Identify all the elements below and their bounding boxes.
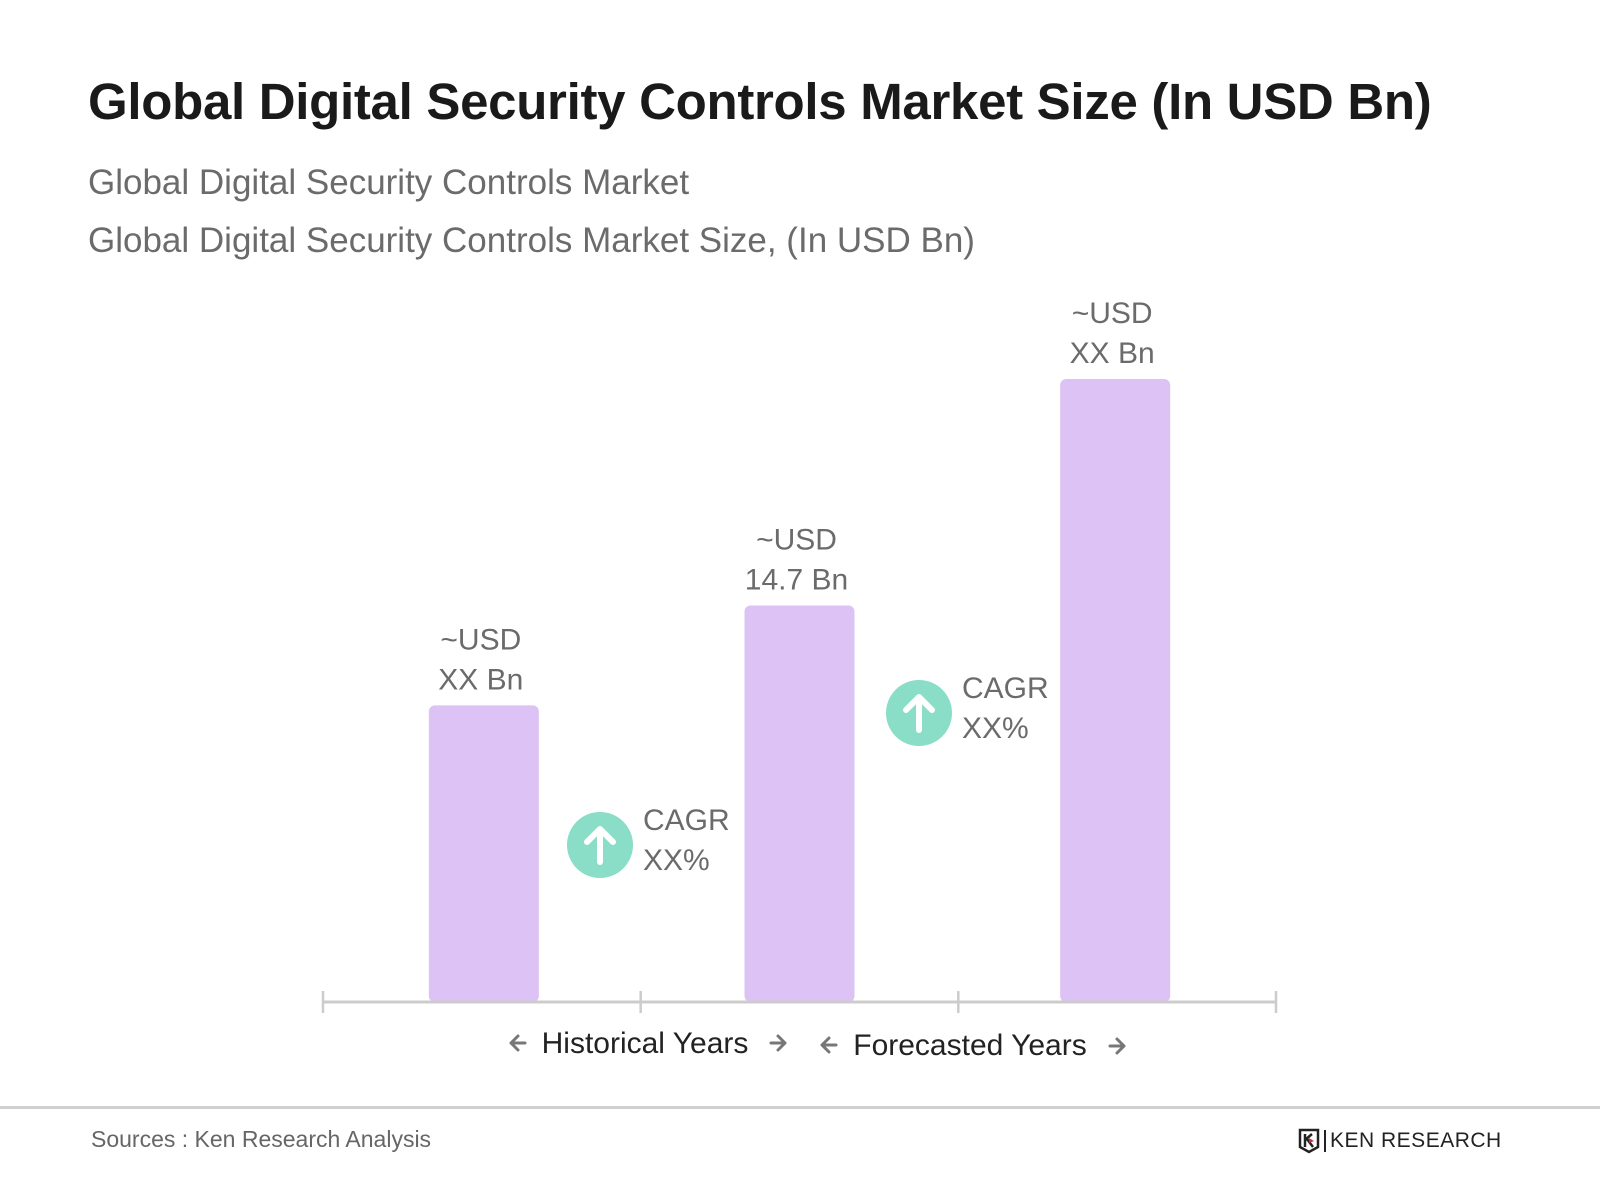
chart-subtitle: Global Digital Security Controls Market bbox=[88, 163, 690, 202]
arrow-left-icon bbox=[509, 1034, 527, 1052]
bar bbox=[428, 705, 539, 1002]
cagr-value: XX% bbox=[962, 712, 1029, 745]
bar-value-label: ~USD bbox=[440, 623, 521, 656]
x-axis bbox=[321, 991, 1278, 1013]
ken-research-logo-icon bbox=[1298, 1128, 1320, 1154]
logo-divider bbox=[1324, 1130, 1326, 1152]
ken-research-logo: KEN RESEARCH bbox=[1298, 1128, 1502, 1154]
period-labels: Historical Years Forecasted Years bbox=[509, 1027, 1126, 1062]
bar-value-label: XX Bn bbox=[438, 663, 523, 696]
bar-value-label: ~USD bbox=[1072, 297, 1153, 330]
bar-value-label: XX Bn bbox=[1070, 337, 1155, 370]
period-label-forecasted: Forecasted Years bbox=[853, 1029, 1086, 1062]
cagr-value: XX% bbox=[643, 844, 710, 877]
bar-value-label: ~USD bbox=[756, 524, 837, 557]
chart-subtitle-units: Global Digital Security Controls Market … bbox=[88, 221, 975, 260]
sources-note: Sources : Ken Research Analysis bbox=[91, 1126, 432, 1152]
arrow-up-circle-icon bbox=[567, 812, 633, 878]
cagr-label: CAGR bbox=[962, 672, 1049, 705]
chart-title: Global Digital Security Controls Market … bbox=[88, 73, 1432, 130]
footer-divider bbox=[0, 1106, 1600, 1109]
arrow-left-icon bbox=[820, 1036, 838, 1054]
logo-text: KEN RESEARCH bbox=[1330, 1129, 1502, 1152]
bar-group: ~USD 14.7 Bn bbox=[744, 524, 855, 1002]
bar-group: ~USD XX Bn bbox=[1060, 297, 1171, 1002]
cagr-label: CAGR bbox=[643, 804, 730, 837]
cagr-annotation: CAGR XX% bbox=[567, 804, 730, 878]
bar-group: ~USD XX Bn bbox=[428, 623, 539, 1002]
bar bbox=[744, 605, 855, 1002]
arrow-right-icon bbox=[769, 1034, 787, 1052]
period-label-historical: Historical Years bbox=[542, 1027, 749, 1060]
arrow-right-icon bbox=[1108, 1037, 1126, 1055]
bar-value-label: 14.7 Bn bbox=[745, 564, 848, 597]
cagr-annotation: CAGR XX% bbox=[886, 672, 1049, 746]
bar bbox=[1060, 379, 1171, 1002]
arrow-up-circle-icon bbox=[886, 680, 952, 746]
